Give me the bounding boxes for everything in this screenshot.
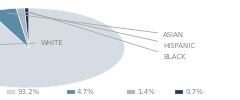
Text: HISPANIC: HISPANIC: [24, 12, 195, 49]
Wedge shape: [0, 8, 29, 48]
Text: 4.7%: 4.7%: [77, 89, 95, 95]
Wedge shape: [0, 8, 125, 88]
Text: ASIAN: ASIAN: [7, 13, 184, 38]
Text: WHITE: WHITE: [0, 40, 64, 47]
FancyBboxPatch shape: [7, 90, 15, 94]
Text: 0.7%: 0.7%: [185, 89, 203, 95]
FancyBboxPatch shape: [67, 90, 75, 94]
FancyBboxPatch shape: [127, 90, 135, 94]
Wedge shape: [24, 8, 29, 48]
Wedge shape: [16, 8, 29, 48]
Text: BLACK: BLACK: [30, 12, 186, 60]
Text: 1.4%: 1.4%: [137, 89, 155, 95]
FancyBboxPatch shape: [175, 90, 183, 94]
Text: 93.2%: 93.2%: [17, 89, 39, 95]
